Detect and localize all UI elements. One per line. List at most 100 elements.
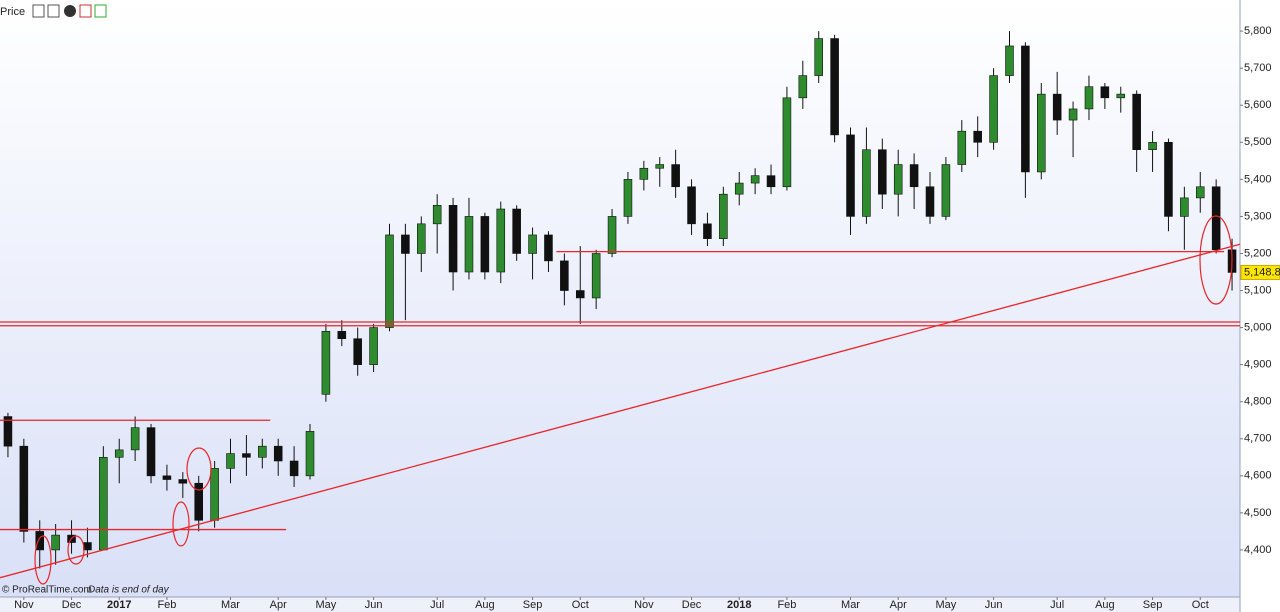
candle-body [146,427,156,477]
candle-body [1100,86,1110,99]
candle-body [512,208,521,254]
x-tick-label: May [936,599,957,611]
x-tick-label: Aug [1095,599,1115,611]
icon[interactable] [79,4,92,18]
x-tick-label: Jun [985,599,1003,611]
candle-body [1164,142,1173,217]
candle-body [798,75,808,99]
y-tick-label: 5,700 [1244,62,1272,74]
candle-body [973,130,982,143]
candle-body [369,327,378,365]
y-tick-label: 5,600 [1244,99,1272,111]
last-price-label: 5,148.8 [1244,266,1280,278]
y-tick-label: 4,800 [1244,396,1272,408]
candle-body [1132,93,1141,151]
candle-body [273,445,283,462]
overlay-line [0,243,1241,579]
candle-body [464,216,474,273]
y-tick-label: 4,400 [1244,544,1272,556]
icon [32,4,45,18]
chart-title: Price [0,6,25,18]
y-tick-label: 5,800 [1244,25,1272,37]
y-tick-label: 4,500 [1244,507,1272,519]
candle-body [639,167,649,180]
candle-body [194,482,203,521]
y-tick-label: 5,000 [1244,321,1272,333]
y-tick-label: 5,500 [1244,136,1272,148]
x-tick-label: Oct [572,599,589,611]
candle-body [496,208,506,273]
x-tick-label: Apr [890,599,907,611]
highlight [67,535,85,565]
highlight [172,501,190,547]
candle-body [1116,93,1126,99]
candle-body [114,449,124,458]
x-tick-label: Feb [777,599,796,611]
candle-body [782,97,792,188]
candle-body [130,427,140,451]
candle-body [1052,93,1062,121]
x-tick-label: 2017 [107,599,131,611]
candle-body [862,149,871,217]
candle-body [750,175,760,184]
candle-body [909,164,919,188]
x-tick-label: Feb [157,599,176,611]
x-axis-band [0,597,1240,612]
last-price-box [1240,264,1280,280]
candle-body [1005,45,1014,76]
x-tick-label: Mar [221,599,240,611]
y-tick-label: 5,400 [1244,173,1272,185]
candle-body [989,75,998,143]
candle-body [1148,142,1157,151]
icon [64,5,76,17]
candle-body [19,445,29,532]
x-tick-label: Oct [1192,599,1209,611]
candle-body [655,164,665,169]
candle-body [51,534,60,551]
candle-body [766,175,776,188]
candle-body [591,253,601,299]
note: Data is end of day [88,585,170,596]
source: © ProRealTime.com [2,585,92,596]
candle-body [814,38,823,76]
plot-background [0,0,1240,597]
candle-body [35,531,45,551]
candle-body [178,479,188,484]
icon[interactable] [94,4,107,18]
x-tick-label: May [316,599,337,611]
y-tick-label: 4,900 [1244,359,1272,371]
candle-body [480,216,490,273]
y-tick-label: 4,600 [1244,470,1272,482]
candle-body [1211,186,1221,251]
icon [47,4,60,18]
x-tick-label: Sep [1143,599,1163,611]
candle-body [432,204,442,225]
highlight-ellipses [34,215,1233,585]
candle-body [162,475,172,480]
x-tick-label: Apr [270,599,287,611]
candle-body [83,542,92,551]
candle-body [846,134,855,217]
candle-body [321,330,331,395]
axis-background [1240,0,1280,612]
x-tick-label: Nov [634,599,654,611]
candle-body [226,453,235,469]
x-tick-label: Dec [682,599,702,611]
candle-body [734,182,744,195]
candle-body [957,130,967,165]
y-tick-label: 5,200 [1244,247,1272,259]
x-tick-label: Sep [523,599,543,611]
x-tick-label: Aug [475,599,495,611]
candle-body [719,193,728,239]
x-tick-label: Mar [841,599,860,611]
candle-body [1084,86,1094,110]
candle-body [305,431,315,477]
candle-body [623,179,633,217]
candle-body [289,460,299,477]
candle-body [3,416,13,447]
highlight [1199,215,1233,305]
x-tick-label: Jul [430,599,444,611]
candle-body [385,234,394,328]
x-tick-label: Jun [365,599,383,611]
candle-body [1180,197,1189,217]
